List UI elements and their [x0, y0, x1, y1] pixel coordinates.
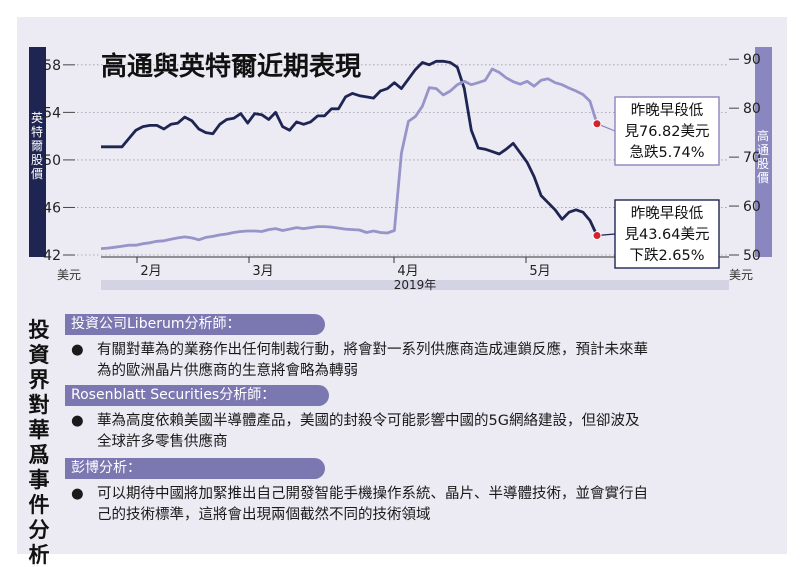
year-band — [101, 280, 729, 290]
bullet-bloomberg: ● 可以期待中國將加緊推出自己開發智能手機操作系統、晶片、半導體技術，並會實行自… — [71, 484, 771, 526]
bullet-line: 全球許多零售供應商 — [97, 434, 228, 450]
bullet-line: 有關對華為的業務作出任何制裁行動，將會對一系列供應商造成連鎖反應，預計未來華 — [97, 342, 648, 358]
right-axis-ticks: 50 60 70 80 90 — [729, 52, 761, 264]
callout-text: 見43.64美元 — [624, 226, 709, 243]
left-axis-bar — [29, 47, 46, 257]
infographic-panel: 42 46 50 54 58 50 60 70 80 90 2月 3月 4月 5月 2019年 美元 美元 … — [17, 17, 787, 567]
bullet-line: 可以期待中國將加緊推出自己開發智能手機操作系統、晶片、半導體技術，並會實行自 — [97, 486, 648, 502]
right-axis-label: 高通股價 — [756, 129, 769, 185]
left-axis-label: 英特爾股價 — [30, 111, 43, 181]
chart-title: 高通與英特爾近期表現 — [101, 51, 361, 82]
right-tick-label: 90 — [743, 52, 761, 68]
x-tick-label: 2月 — [140, 264, 161, 279]
right-unit-label: 美元 — [729, 268, 753, 282]
callout-box — [614, 96, 720, 166]
right-tick-label: 70 — [743, 150, 761, 166]
x-axis-label: 2019年 — [394, 278, 437, 292]
series-line-left — [101, 59, 599, 237]
series-lines — [100, 59, 599, 250]
section-header-rosenblatt: Rosenblatt Securities分析師： — [65, 385, 329, 406]
left-tick-label: 42 — [43, 248, 61, 264]
callout-text: 下跌2.65% — [629, 247, 704, 264]
bullet-line: 己的技術標準，這將會出現兩個截然不同的技術領域 — [97, 507, 431, 523]
analysis-title: 投資界對華爲事件分析 — [28, 317, 50, 567]
callout-text: 急跌5.74% — [629, 144, 704, 161]
left-tick-label: 54 — [43, 105, 61, 121]
callout-box — [614, 199, 720, 269]
section-header-liberum: 投資公司Liberum分析師： — [65, 314, 325, 335]
bullet-liberum: ● 有關對華為的業務作出任何制裁行動，將會對一系列供應商造成連鎖反應，預計未來華… — [71, 340, 771, 382]
x-tick-label: 3月 — [252, 264, 273, 279]
bullet-line: 華為高度依賴美國半導體產品，美國的封殺令可能影響中國的5G網絡建設，但卻波及 — [97, 413, 640, 429]
left-unit-label: 美元 — [57, 268, 81, 282]
right-tick-label: 60 — [743, 199, 761, 215]
bullet-rosenblatt: ● 華為高度依賴美國半導體產品，美國的封殺令可能影響中國的5G網絡建設，但卻波及… — [71, 411, 771, 453]
bullet-dot: ● — [71, 413, 84, 429]
left-tick-label: 58 — [43, 58, 61, 74]
bullet-dot: ● — [71, 486, 84, 502]
bullet-line: 為的歐洲晶片供應商的生意將會略為轉弱 — [97, 363, 358, 379]
callout-text: 昨晚早段低 — [631, 205, 704, 222]
x-tick-label: 5月 — [529, 264, 550, 279]
left-axis-ticks: 42 46 50 54 58 — [43, 58, 75, 264]
grid-lines — [77, 64, 729, 256]
right-tick-label: 50 — [743, 248, 761, 264]
bullet-dot: ● — [71, 342, 84, 358]
section-header-bloomberg: 彭博分析： — [65, 458, 325, 479]
right-tick-label: 80 — [743, 101, 761, 117]
low-marker — [592, 119, 602, 129]
low-marker — [592, 231, 602, 241]
callout-text: 昨晚早段低 — [631, 102, 704, 119]
left-tick-label: 46 — [43, 200, 61, 216]
x-tick-label: 4月 — [397, 264, 418, 279]
callout-text: 見76.82美元 — [624, 123, 709, 140]
left-tick-label: 50 — [43, 153, 61, 169]
right-axis-bar — [755, 47, 772, 257]
series-line-right — [100, 67, 599, 250]
